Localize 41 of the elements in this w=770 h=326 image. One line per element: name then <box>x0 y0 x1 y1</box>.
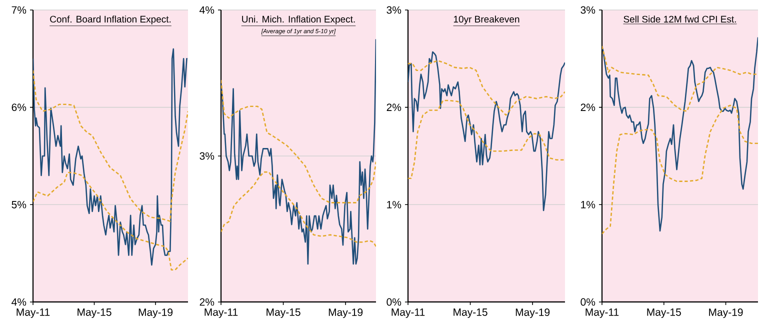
x-tick-label: May-11 <box>392 308 425 318</box>
y-tick-label: 3% <box>200 152 214 160</box>
chart-title: Sell Side 12M fwd CPI Est. <box>624 16 736 23</box>
text: Uni. Mich. Inflation Expect. <box>242 16 355 24</box>
line-series <box>33 172 188 271</box>
y-tick-label: 5% <box>12 200 26 208</box>
x-tick-label: May-15 <box>78 308 112 318</box>
x-tick-label: May-15 <box>454 308 488 318</box>
y-tick-label: 2% <box>580 104 596 112</box>
y-tick-label: 0% <box>386 298 402 306</box>
x-tick-label: May-19 <box>516 308 550 318</box>
x-tick-label: May-11 <box>204 308 238 318</box>
line-series <box>221 171 376 248</box>
y-tick-label: 2% <box>200 298 214 306</box>
line-series <box>602 36 758 232</box>
y-tick-label: 6% <box>12 104 26 112</box>
y-tick-label: 7% <box>12 6 26 14</box>
x-tick-label: May-15 <box>266 308 300 318</box>
line-series <box>408 60 565 116</box>
line-series <box>408 100 565 180</box>
y-tick-label: 4% <box>12 298 26 306</box>
y-tick-label: 1% <box>581 200 596 208</box>
line-series <box>602 45 758 112</box>
x-tick-label: May-11 <box>586 308 619 318</box>
line-series <box>33 48 188 266</box>
x-tick-label: May-19 <box>328 308 363 318</box>
y-tick-label: 0% <box>580 298 596 306</box>
text: 10yr Breakeven <box>454 16 520 24</box>
y-tick-label: 4% <box>200 6 214 14</box>
y-tick-label: 3% <box>386 6 402 14</box>
y-tick-label: 2% <box>386 104 402 112</box>
line-series <box>602 104 758 235</box>
text: Conf. Board Inflation Expect. <box>50 16 171 24</box>
y-tick-label: 3% <box>580 6 596 14</box>
line-series <box>408 51 565 212</box>
x-tick-label: May-19 <box>709 308 743 318</box>
y-tick-label: 1% <box>387 200 402 208</box>
x-tick-label: May-11 <box>16 308 50 318</box>
x-tick-label: May-15 <box>647 308 681 318</box>
line-series <box>33 70 188 222</box>
x-tick-label: May-19 <box>138 308 173 318</box>
